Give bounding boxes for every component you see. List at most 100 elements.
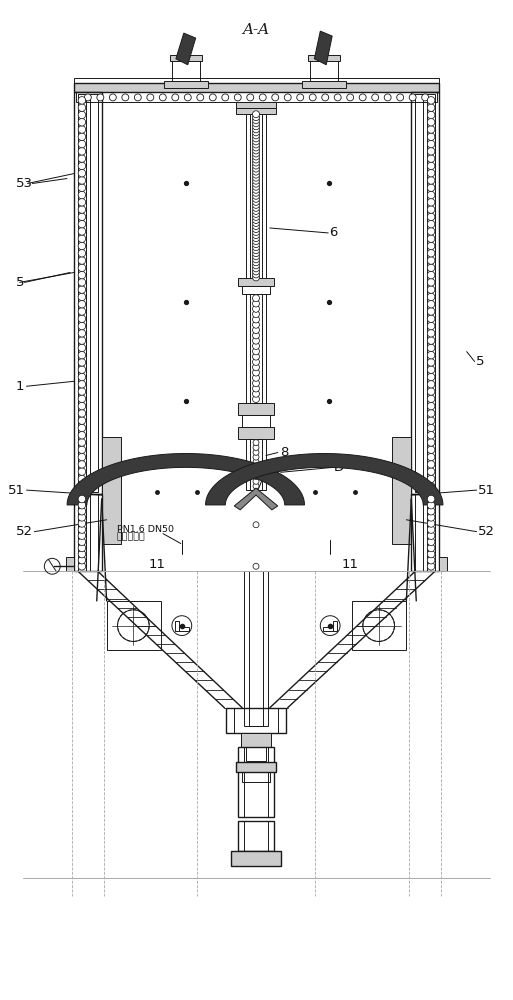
Circle shape <box>78 461 86 468</box>
Circle shape <box>109 94 116 101</box>
Circle shape <box>252 327 260 334</box>
Circle shape <box>252 247 260 254</box>
Circle shape <box>427 395 435 403</box>
Circle shape <box>78 169 86 177</box>
Circle shape <box>78 315 86 322</box>
Circle shape <box>252 268 260 275</box>
Bar <box>303 81 346 88</box>
Bar <box>333 621 337 631</box>
Circle shape <box>252 332 260 339</box>
Circle shape <box>78 184 86 191</box>
Polygon shape <box>67 454 305 505</box>
Circle shape <box>78 388 86 395</box>
Circle shape <box>252 207 260 214</box>
Circle shape <box>78 563 86 570</box>
Polygon shape <box>234 488 278 510</box>
Bar <box>249 571 263 726</box>
Circle shape <box>252 126 260 133</box>
Bar <box>238 403 274 415</box>
Circle shape <box>427 199 435 206</box>
Circle shape <box>427 453 435 461</box>
Circle shape <box>252 232 260 239</box>
Bar <box>352 601 406 650</box>
Circle shape <box>84 94 91 101</box>
Bar <box>310 59 338 81</box>
Text: PN1.6 DN50: PN1.6 DN50 <box>116 525 173 534</box>
Bar <box>90 494 98 571</box>
Circle shape <box>427 118 435 126</box>
Circle shape <box>427 532 435 539</box>
Circle shape <box>252 343 260 349</box>
Circle shape <box>427 330 435 337</box>
Circle shape <box>78 199 86 206</box>
Circle shape <box>78 410 86 417</box>
Circle shape <box>252 129 260 136</box>
Bar <box>238 821 274 851</box>
Circle shape <box>427 249 435 257</box>
Circle shape <box>427 380 435 388</box>
Circle shape <box>427 402 435 410</box>
Circle shape <box>252 114 260 121</box>
Circle shape <box>427 417 435 424</box>
Circle shape <box>234 94 241 101</box>
Bar <box>246 439 266 490</box>
Circle shape <box>252 358 260 365</box>
Text: 51: 51 <box>8 484 25 497</box>
Circle shape <box>78 155 86 162</box>
Bar <box>323 627 333 631</box>
Bar <box>102 437 122 544</box>
Text: 6: 6 <box>329 226 338 239</box>
Circle shape <box>172 94 179 101</box>
Circle shape <box>78 111 86 119</box>
Circle shape <box>252 300 260 307</box>
Circle shape <box>427 228 435 235</box>
Circle shape <box>384 94 391 101</box>
Circle shape <box>422 94 429 101</box>
Circle shape <box>252 132 260 139</box>
Circle shape <box>78 228 86 235</box>
Circle shape <box>252 204 260 211</box>
Circle shape <box>409 94 416 101</box>
Circle shape <box>427 148 435 155</box>
Circle shape <box>78 235 86 242</box>
Circle shape <box>78 532 86 539</box>
Circle shape <box>427 388 435 395</box>
Bar <box>415 494 423 571</box>
Circle shape <box>78 351 86 359</box>
Text: 8: 8 <box>280 446 288 459</box>
Circle shape <box>252 111 260 118</box>
Circle shape <box>78 366 86 373</box>
Circle shape <box>427 104 435 111</box>
Bar <box>74 83 439 92</box>
Circle shape <box>427 482 435 490</box>
Circle shape <box>78 538 86 546</box>
Circle shape <box>78 126 86 133</box>
Polygon shape <box>206 454 443 505</box>
Circle shape <box>78 520 86 527</box>
Circle shape <box>252 220 260 226</box>
Circle shape <box>78 468 86 475</box>
Bar <box>76 92 437 102</box>
Bar <box>170 55 202 61</box>
Circle shape <box>253 459 259 465</box>
Bar <box>250 294 262 403</box>
Circle shape <box>427 162 435 170</box>
Circle shape <box>78 133 86 141</box>
Circle shape <box>78 544 86 552</box>
Circle shape <box>427 206 435 213</box>
Circle shape <box>253 474 259 479</box>
Bar <box>246 114 266 282</box>
Circle shape <box>427 126 435 133</box>
Bar <box>226 708 286 733</box>
Bar <box>90 94 98 492</box>
Circle shape <box>78 257 86 264</box>
Circle shape <box>252 123 260 130</box>
Circle shape <box>252 244 260 251</box>
Circle shape <box>347 94 353 101</box>
Circle shape <box>427 439 435 446</box>
Circle shape <box>334 94 341 101</box>
Circle shape <box>253 440 259 446</box>
Bar <box>78 494 86 571</box>
Circle shape <box>252 177 260 184</box>
Circle shape <box>78 330 86 337</box>
